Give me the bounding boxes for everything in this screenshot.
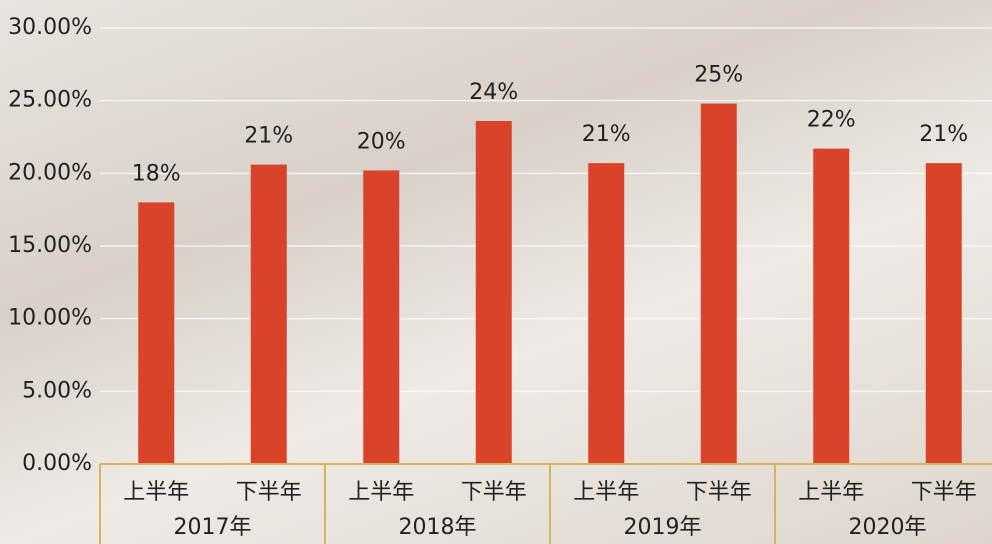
- data-label: 20%: [357, 129, 406, 154]
- bar: [475, 121, 512, 464]
- bar: [925, 163, 962, 464]
- bar: [250, 164, 287, 464]
- x-tick-label: 上半年: [348, 480, 414, 505]
- y-tick-label: 30.00%: [8, 15, 92, 40]
- bar: [138, 202, 175, 464]
- group-label: 2019年: [624, 515, 702, 540]
- group-label: 2018年: [399, 515, 477, 540]
- data-label: 18%: [132, 161, 181, 186]
- data-label: 22%: [807, 108, 856, 133]
- data-label: 24%: [469, 80, 518, 105]
- x-tick-label: 下半年: [236, 480, 302, 505]
- group-label: 2020年: [849, 515, 927, 540]
- data-label: 21%: [582, 122, 631, 147]
- y-tick-label: 15.00%: [8, 233, 92, 258]
- x-tick-label: 下半年: [686, 480, 752, 505]
- bar: [363, 170, 400, 464]
- data-label: 21%: [244, 124, 293, 149]
- x-tick-label: 上半年: [573, 480, 639, 505]
- y-tick-label: 25.00%: [8, 88, 92, 113]
- y-tick-label: 20.00%: [8, 160, 92, 185]
- y-tick-label: 0.00%: [22, 451, 92, 476]
- x-tick-label: 上半年: [798, 480, 864, 505]
- group-label: 2017年: [174, 515, 252, 540]
- bar: [700, 103, 737, 464]
- x-tick-label: 下半年: [461, 480, 527, 505]
- x-tick-label: 下半年: [911, 480, 977, 505]
- data-label: 21%: [919, 122, 968, 147]
- y-tick-label: 10.00%: [8, 306, 92, 331]
- bar: [588, 163, 625, 464]
- y-tick-label: 5.00%: [22, 378, 92, 403]
- data-label: 25%: [694, 63, 743, 88]
- bar: [813, 148, 850, 465]
- x-tick-label: 上半年: [123, 480, 189, 505]
